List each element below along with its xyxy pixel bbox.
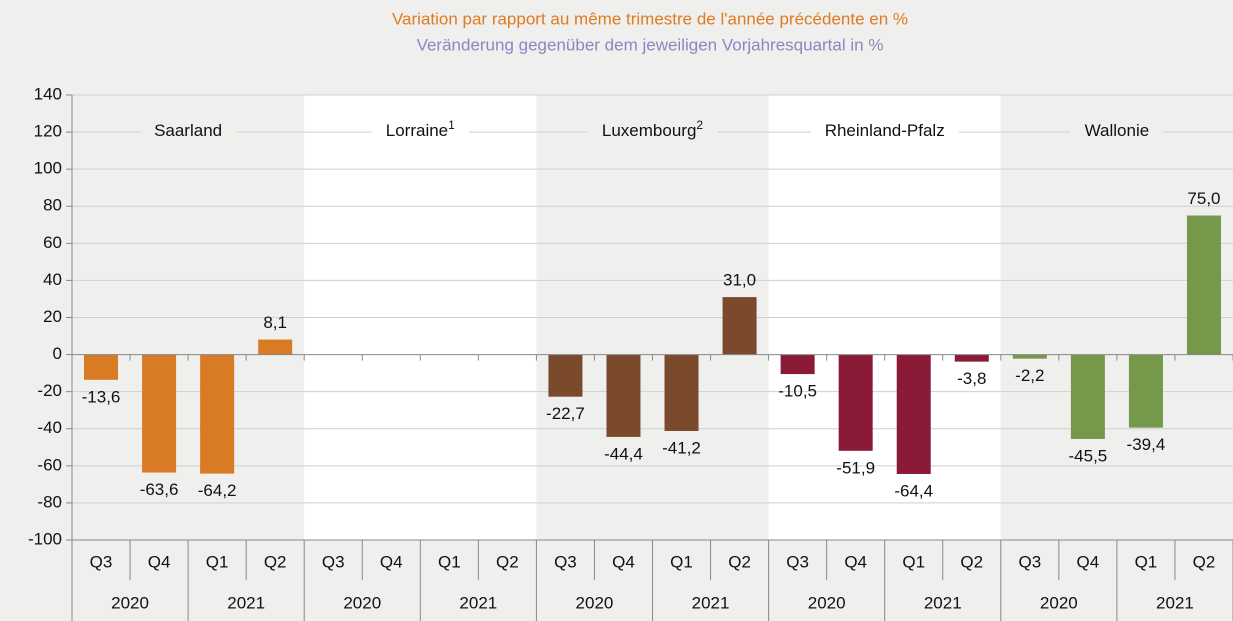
year-label: 2020	[111, 593, 149, 612]
y-tick-label: 100	[34, 159, 62, 178]
value-label: -22,7	[546, 404, 585, 423]
value-label: -10,5	[778, 382, 817, 401]
bar	[780, 354, 815, 375]
region-name: Wallonie	[1085, 122, 1150, 141]
region-name: Rheinland-Pfalz	[825, 122, 945, 141]
year-label: 2020	[343, 593, 381, 612]
y-tick-label: -40	[37, 418, 62, 437]
y-tick-label: 60	[43, 233, 62, 252]
year-label: 2020	[808, 593, 846, 612]
x-tick-label: Q2	[960, 552, 983, 571]
value-label: -41,2	[662, 438, 701, 457]
value-label: 75,0	[1187, 189, 1220, 208]
y-tick-label: 20	[43, 307, 62, 326]
bar	[84, 354, 119, 380]
y-tick-label: 40	[43, 270, 62, 289]
x-tick-label: Q3	[90, 552, 113, 571]
bar	[722, 297, 757, 355]
value-label: -45,5	[1069, 446, 1108, 465]
value-label: -39,4	[1127, 435, 1166, 454]
x-tick-label: Q1	[670, 552, 693, 571]
bar	[664, 354, 699, 431]
bar	[1128, 354, 1163, 428]
bar	[200, 354, 235, 474]
x-tick-label: Q4	[380, 552, 403, 571]
bar	[1186, 215, 1221, 355]
value-label: -44,4	[604, 444, 643, 463]
x-tick-label: Q4	[612, 552, 635, 571]
year-label: 2020	[576, 593, 614, 612]
y-tick-label: -80	[37, 492, 62, 511]
label-bg	[587, 118, 718, 141]
x-tick-label: Q1	[438, 552, 461, 571]
year-label: 2021	[1156, 593, 1194, 612]
x-tick-label: Q1	[206, 552, 229, 571]
bar	[548, 354, 583, 397]
region-name: Saarland	[154, 122, 222, 141]
year-label: 2020	[1040, 593, 1078, 612]
footnote: 1	[448, 118, 455, 132]
label-bg	[810, 121, 959, 141]
x-tick-label: Q2	[728, 552, 751, 571]
x-tick-label: Q4	[844, 552, 867, 571]
y-tick-label: 120	[34, 122, 62, 141]
value-label: -2,2	[1015, 366, 1044, 385]
bar	[1070, 354, 1105, 439]
subtitle: Veränderung gegenüber dem jeweiligen Vor…	[417, 35, 884, 54]
bar	[258, 339, 293, 355]
footnote: 2	[696, 118, 703, 132]
bar	[1012, 354, 1047, 359]
y-tick-label: -60	[37, 455, 62, 474]
y-tick-label: -20	[37, 381, 62, 400]
y-tick-label: 140	[34, 84, 62, 103]
x-tick-label: Q4	[148, 552, 171, 571]
x-tick-label: Q3	[322, 552, 345, 571]
bar	[606, 354, 641, 437]
year-label: 2021	[924, 593, 962, 612]
region-name: Lorraine	[386, 122, 448, 141]
x-tick-label: Q2	[1193, 552, 1216, 571]
legend-label: Luxembourg2	[602, 118, 704, 140]
region-name: Luxembourg	[602, 122, 697, 141]
value-label: 8,1	[263, 313, 287, 332]
year-label: 2021	[227, 593, 265, 612]
year-label: 2021	[692, 593, 730, 612]
label-bg	[1070, 121, 1164, 141]
value-label: -3,8	[957, 369, 986, 388]
legend-label: Wallonie	[1085, 122, 1150, 141]
value-label: -63,6	[140, 480, 179, 499]
legend-label: Lorraine1	[386, 118, 455, 140]
x-tick-label: Q2	[496, 552, 519, 571]
value-label: -13,6	[82, 387, 121, 406]
y-tick-label: 0	[53, 344, 62, 363]
x-tick-label: Q3	[1018, 552, 1041, 571]
title: Variation par rapport au même trimestre …	[392, 9, 908, 28]
value-label: -64,2	[198, 481, 237, 500]
value-label: -64,4	[894, 481, 933, 500]
label-bg	[140, 121, 237, 141]
x-tick-label: Q3	[554, 552, 577, 571]
legend-label: Rheinland-Pfalz	[825, 122, 945, 141]
label-bg	[371, 118, 470, 141]
bar	[838, 354, 873, 451]
x-tick-label: Q2	[264, 552, 287, 571]
year-label: 2021	[459, 593, 497, 612]
y-tick-label: -100	[28, 529, 62, 548]
bar	[954, 354, 989, 362]
x-tick-label: Q3	[786, 552, 809, 571]
bar	[142, 354, 177, 473]
y-tick-label: 80	[43, 196, 62, 215]
bar	[896, 354, 931, 474]
x-tick-label: Q1	[1135, 552, 1158, 571]
value-label: 31,0	[723, 271, 756, 290]
x-tick-label: Q1	[902, 552, 925, 571]
value-label: -51,9	[836, 458, 875, 477]
x-tick-label: Q4	[1077, 552, 1100, 571]
legend-label: Saarland	[154, 122, 222, 141]
